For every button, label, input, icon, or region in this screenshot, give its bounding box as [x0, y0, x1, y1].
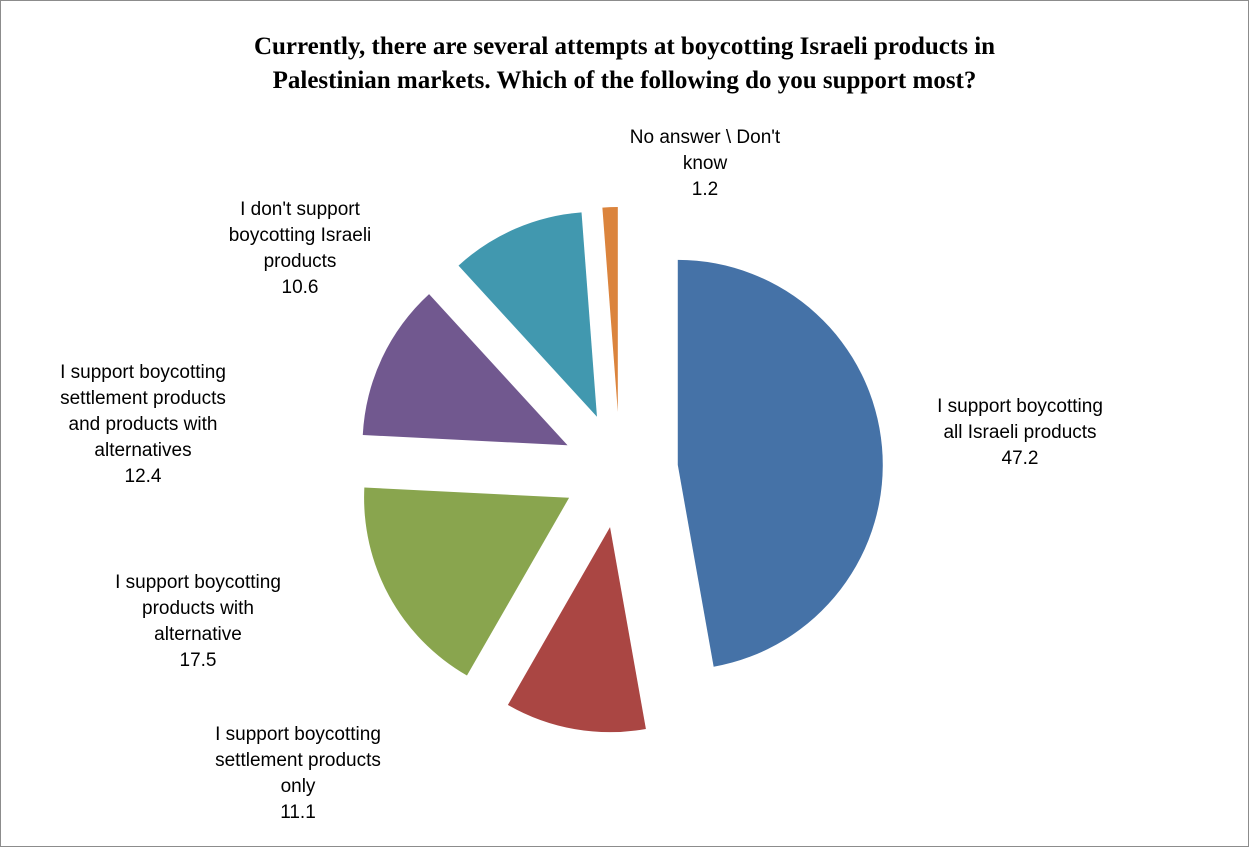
pie-slice: [362, 294, 568, 446]
slice-label-line: boycotting Israeli: [229, 225, 372, 246]
slice-value: 10.6: [282, 277, 319, 298]
slice-label: I support boycotting all Israeli products…: [937, 396, 1103, 469]
slice-label-line: and products with: [69, 414, 218, 435]
chart-title-line-2: Palestinian markets. Which of the follow…: [272, 67, 977, 94]
slice-label-line: I support boycotting: [215, 724, 381, 745]
slice-value: 12.4: [125, 466, 162, 487]
slice-label-line: products: [264, 251, 337, 272]
pie-slice: [458, 212, 597, 417]
slice-value: 47.2: [1002, 448, 1039, 469]
slice-label: I support boycotting settlement products o…: [215, 724, 381, 823]
slice-label-line: I support boycotting: [60, 362, 226, 383]
pie-labels: I support boycotting all Israeli products…: [60, 127, 1103, 823]
pie-slice: [602, 207, 618, 413]
slice-label-line: I support boycotting: [937, 396, 1103, 417]
slice-label: No answer \ Don't know 1.2: [630, 127, 781, 200]
slice-label-line: settlement products: [60, 388, 226, 409]
chart-title-line-1: Currently, there are several attempts at…: [253, 33, 996, 60]
slice-label-line: I support boycotting: [115, 572, 281, 593]
slice-label: I don't support boycotting Israeli product…: [229, 199, 372, 298]
slice-label-line: alternatives: [94, 440, 191, 461]
slice-value: 1.2: [692, 179, 718, 200]
slice-label-line: No answer \ Don't: [630, 127, 781, 148]
pie-slice: [677, 259, 883, 667]
slice-label-line: products with: [142, 598, 254, 619]
slice-label-line: know: [683, 153, 728, 174]
slice-label: I support boycotting products with alterna…: [115, 572, 281, 671]
slice-label-line: I don't support: [240, 199, 361, 220]
slice-label-line: all Israeli products: [943, 422, 1096, 443]
slice-label: I support boycotting settlement products a…: [60, 362, 226, 487]
pie-slice: [364, 487, 570, 676]
slice-value: 11.1: [280, 802, 316, 823]
slice-label-line: alternative: [154, 624, 242, 645]
chart-title: Currently, there are several attempts at…: [0, 30, 1249, 98]
slice-label-line: only: [281, 776, 316, 797]
pie-slice: [507, 527, 646, 733]
pie-slices: [362, 207, 883, 733]
slice-value: 17.5: [180, 650, 217, 671]
slice-label-line: settlement products: [215, 750, 381, 771]
